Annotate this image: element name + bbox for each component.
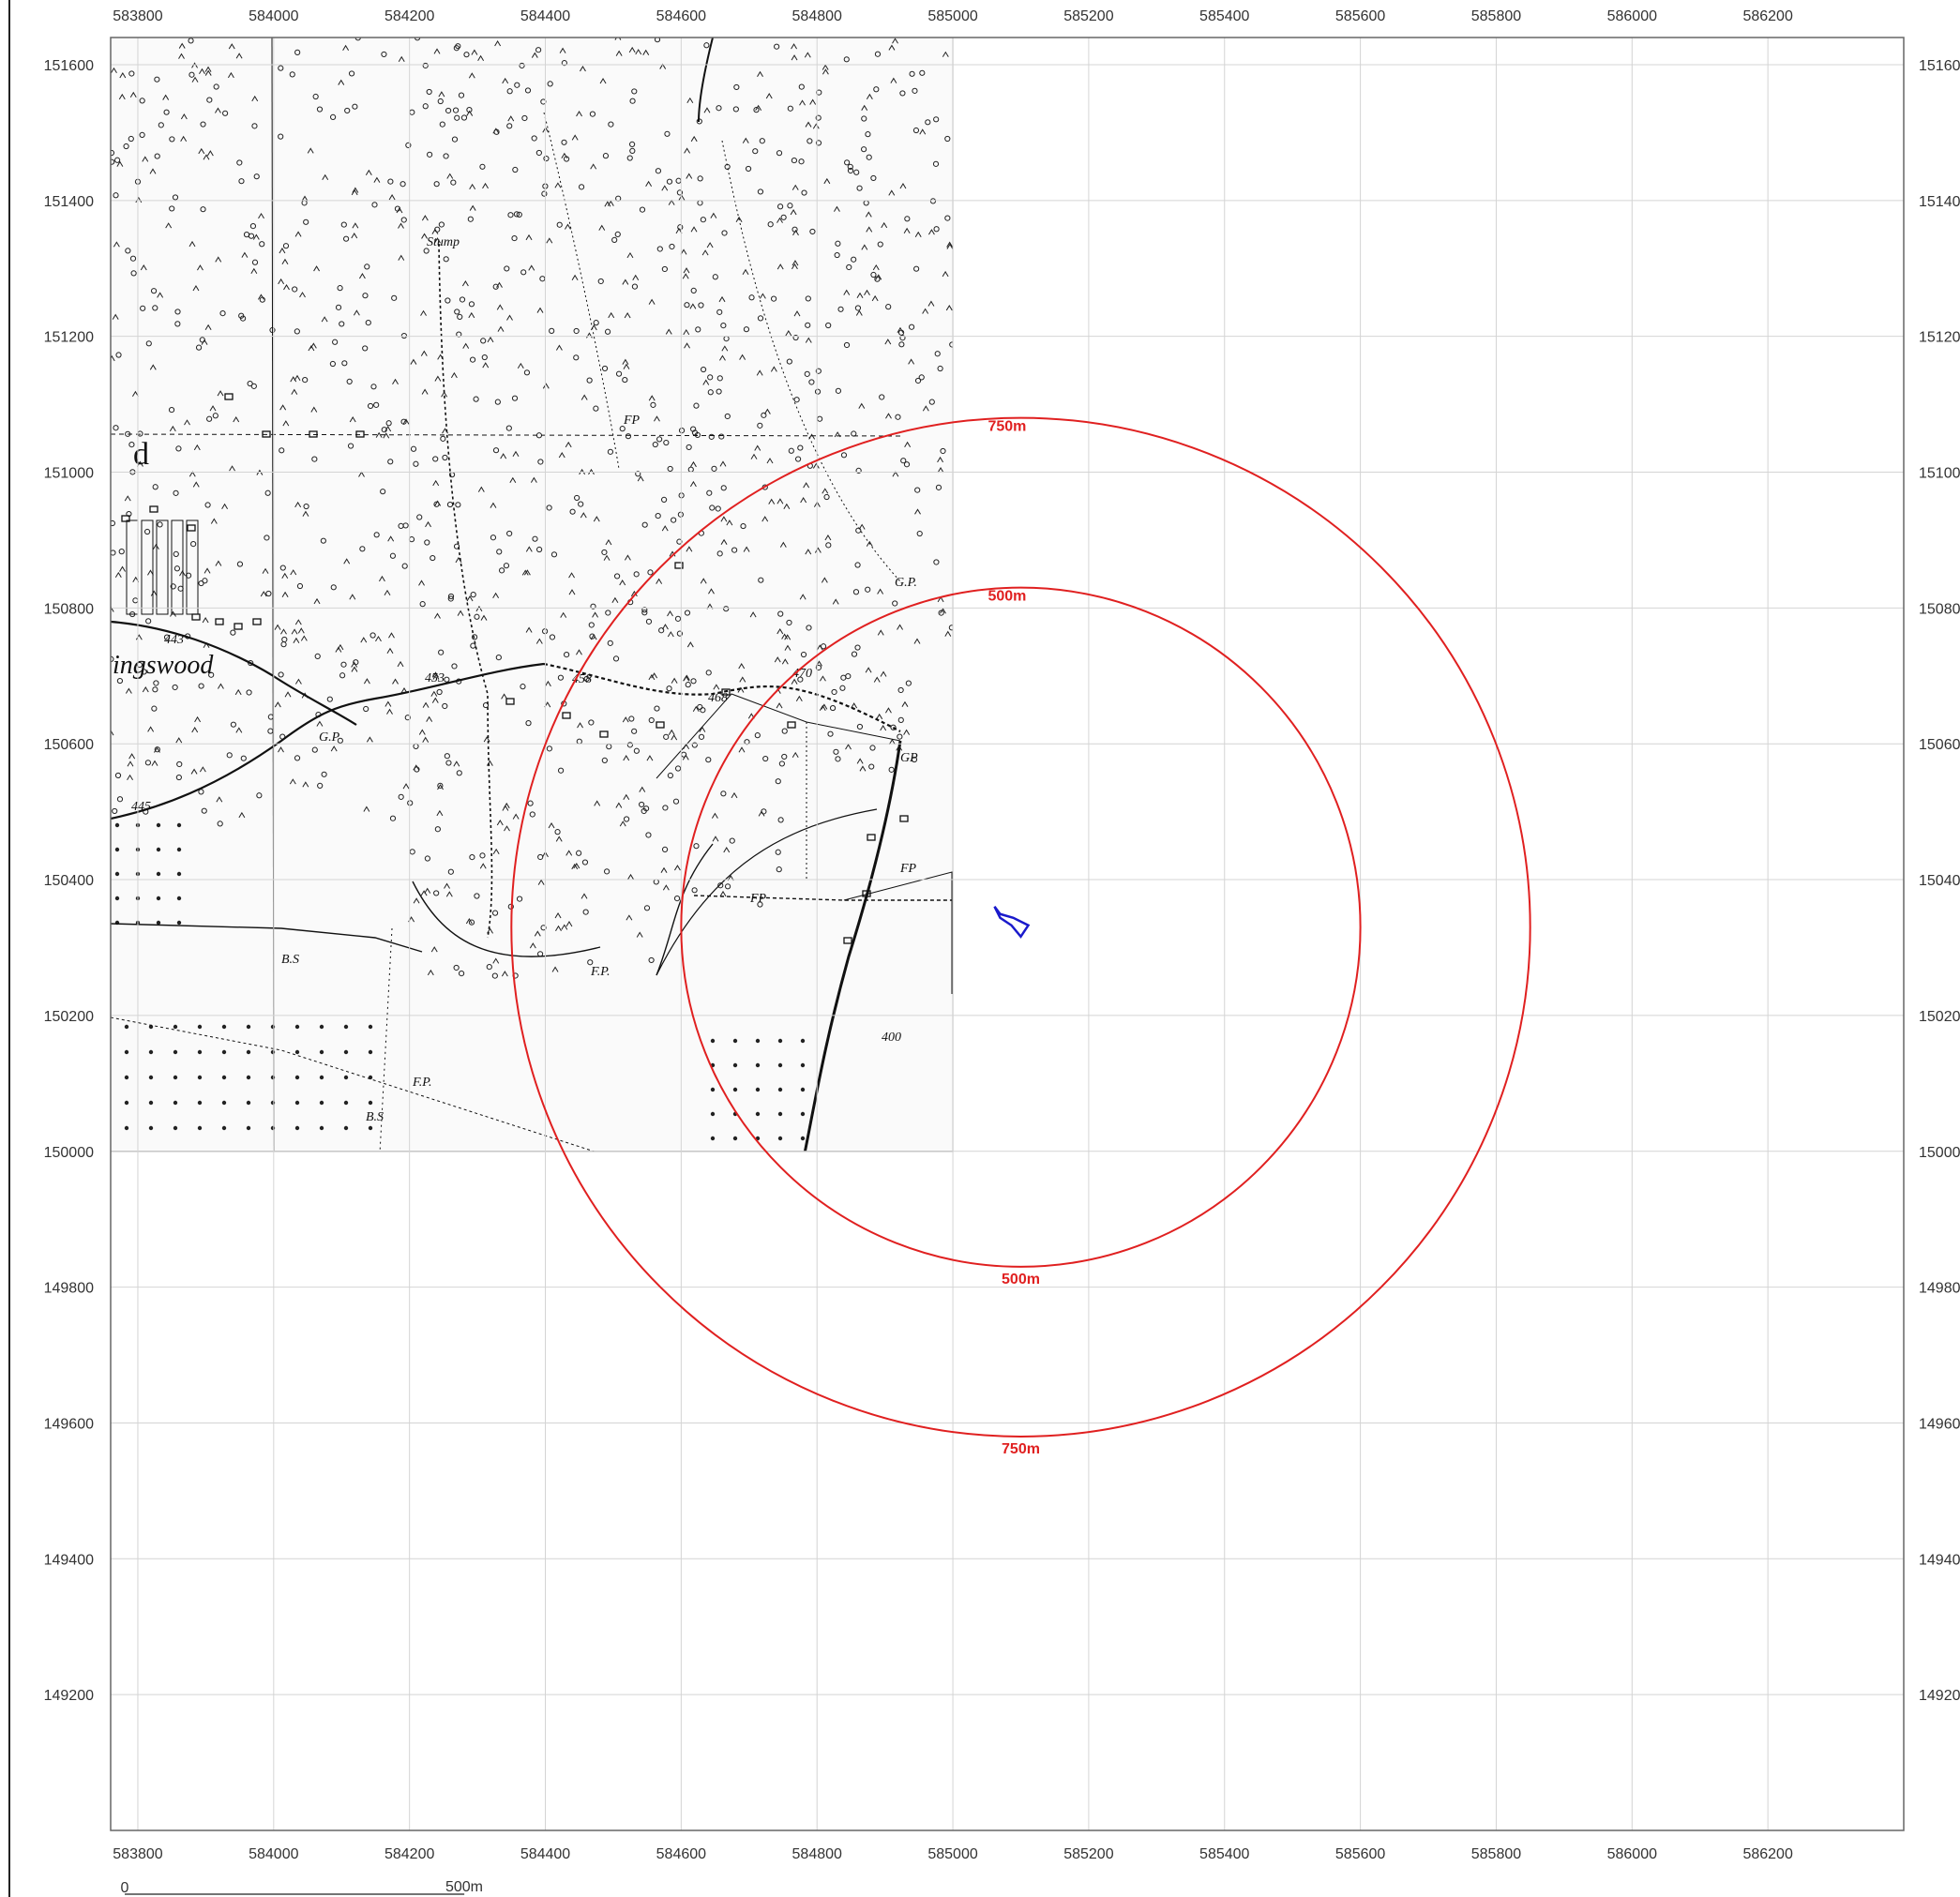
x-tick-label-bottom: 586200 (1742, 1846, 1792, 1862)
basemap-label: GP (900, 751, 918, 765)
y-tick-label-right: 14980 (1919, 1281, 1960, 1297)
x-tick-label-top: 586000 (1607, 8, 1657, 24)
woodland-symbols (111, 38, 954, 979)
buffer-label-top: 750m (988, 419, 1026, 435)
x-tick-label-bottom: 585800 (1471, 1846, 1521, 1862)
basemap-label: 400 (882, 1031, 901, 1045)
y-tick-label-left: 151400 (44, 194, 94, 210)
y-tick-label-right: 14940 (1919, 1552, 1960, 1568)
y-tick-label-left: 150200 (44, 1009, 94, 1025)
y-tick-label-right: 15060 (1919, 737, 1960, 753)
place-name-label: ingswood (113, 651, 214, 680)
basemap-label: 443 (164, 633, 184, 647)
scale-bar-start-label: 0 (121, 1880, 129, 1896)
x-tick-label-top: 584600 (656, 8, 706, 24)
y-tick-label-right: 14920 (1919, 1688, 1960, 1704)
basemap-label: F.P. (590, 965, 611, 979)
map-letter-label: d (133, 437, 149, 472)
x-axis-bottom-labels: 583800 584000 584200 584400 584600 584800 5850… (113, 1846, 1793, 1862)
y-tick-label-right: 15120 (1919, 330, 1960, 346)
basemap-label: FP (749, 892, 767, 906)
x-tick-label-top: 585400 (1199, 8, 1249, 24)
x-tick-label-top: 585200 (1063, 8, 1113, 24)
y-tick-label-left: 150800 (44, 601, 94, 617)
y-tick-label-right: 15020 (1919, 1009, 1960, 1025)
y-tick-label-left: 149600 (44, 1416, 94, 1432)
y-tick-label-right: 15080 (1919, 601, 1960, 617)
x-tick-label-top: 584000 (249, 8, 298, 24)
y-tick-label-right: 15100 (1919, 466, 1960, 482)
y-tick-label-right: 15160 (1919, 58, 1960, 74)
basemap-label: G.P (319, 730, 340, 745)
x-tick-label-top: 584400 (520, 8, 570, 24)
basemap-label: Stump (427, 235, 460, 249)
x-tick-label-bottom: 584000 (249, 1846, 298, 1862)
basemap-label: B.S (366, 1110, 384, 1124)
buffer-ring-750m (510, 416, 1531, 1438)
y-tick-label-left: 150600 (44, 737, 94, 753)
y-axis-left-labels: 151600 151400 151200 151000 150800 150600 1504… (44, 58, 94, 1704)
x-tick-label-top: 585600 (1335, 8, 1385, 24)
buffer-rings: 500m 500m 750m 750m (510, 416, 1531, 1457)
x-tick-label-top: 586200 (1742, 8, 1792, 24)
building-symbols (121, 393, 909, 944)
x-tick-label-top: 584800 (792, 8, 842, 24)
x-tick-label-bottom: 584800 (792, 1846, 842, 1862)
y-tick-label-right: 15040 (1919, 873, 1960, 889)
y-tick-label-left: 149800 (44, 1281, 94, 1297)
x-tick-label-bottom: 585600 (1335, 1846, 1385, 1862)
historic-os-basemap: ingswood d Stump FP FP FP F.P. F.P. G.P. G.P GP B.S… (110, 37, 954, 1152)
buffer-label-top: 500m (988, 589, 1026, 605)
basemap-label: 445 (131, 800, 151, 814)
y-tick-label-left: 151600 (44, 58, 94, 74)
x-tick-label-bottom: 584400 (520, 1846, 570, 1862)
basemap-label: 468 (708, 691, 728, 705)
coordinate-grid (111, 38, 1904, 1830)
y-tick-label-left: 151200 (44, 330, 94, 346)
scale-bar-end-label: 500m (445, 1879, 483, 1895)
x-tick-label-bottom: 585000 (927, 1846, 977, 1862)
buffer-label-bottom: 500m (1002, 1272, 1040, 1287)
basemap-label: F.P. (412, 1076, 432, 1090)
basemap-label: FP (899, 862, 917, 876)
y-tick-label-left: 149200 (44, 1688, 94, 1704)
scale-bar: 0 500m (121, 1879, 483, 1896)
y-tick-label-left: 150000 (44, 1145, 94, 1161)
x-tick-label-bottom: 586000 (1607, 1846, 1657, 1862)
y-tick-label-left: 150400 (44, 873, 94, 889)
x-tick-label-top: 585800 (1471, 8, 1521, 24)
x-tick-label-top: 585000 (927, 8, 977, 24)
x-tick-label-bottom: 584600 (656, 1846, 706, 1862)
y-tick-label-left: 151000 (44, 466, 94, 482)
x-tick-label-bottom: 585200 (1063, 1846, 1113, 1862)
y-tick-label-right: 14960 (1919, 1416, 1960, 1432)
x-tick-label-bottom: 583800 (113, 1846, 162, 1862)
y-tick-label-left: 149400 (44, 1552, 94, 1568)
x-tick-label-top: 583800 (113, 8, 162, 24)
basemap-label: 453 (425, 671, 445, 685)
basemap-label: G.P. (895, 576, 917, 590)
buffer-ring-500m (680, 586, 1362, 1268)
basemap-label: B.S (281, 953, 299, 967)
x-tick-label-top: 584200 (384, 8, 434, 24)
basemap-extent (110, 37, 954, 1152)
site-boundary-polygon (993, 906, 1031, 939)
x-tick-label-bottom: 585400 (1199, 1846, 1249, 1862)
x-tick-label-bottom: 584200 (384, 1846, 434, 1862)
basemap-label: FP (623, 414, 641, 428)
map-frame (110, 37, 1905, 1831)
basemap-features: ingswood d Stump FP FP FP F.P. F.P. G.P. G.P GP B.S… (111, 38, 954, 1152)
buffer-label-bottom: 750m (1002, 1441, 1040, 1457)
x-axis-top-labels: 583800 584000 584200 584400 584600 584800 5850… (113, 8, 1793, 24)
y-axis-right-labels: 15160 15140 15120 15100 15080 15060 15040 15020… (1919, 58, 1960, 1704)
orchard-symbols (114, 822, 806, 1141)
y-tick-label-right: 15000 (1919, 1145, 1960, 1161)
y-tick-label-right: 15140 (1919, 194, 1960, 210)
